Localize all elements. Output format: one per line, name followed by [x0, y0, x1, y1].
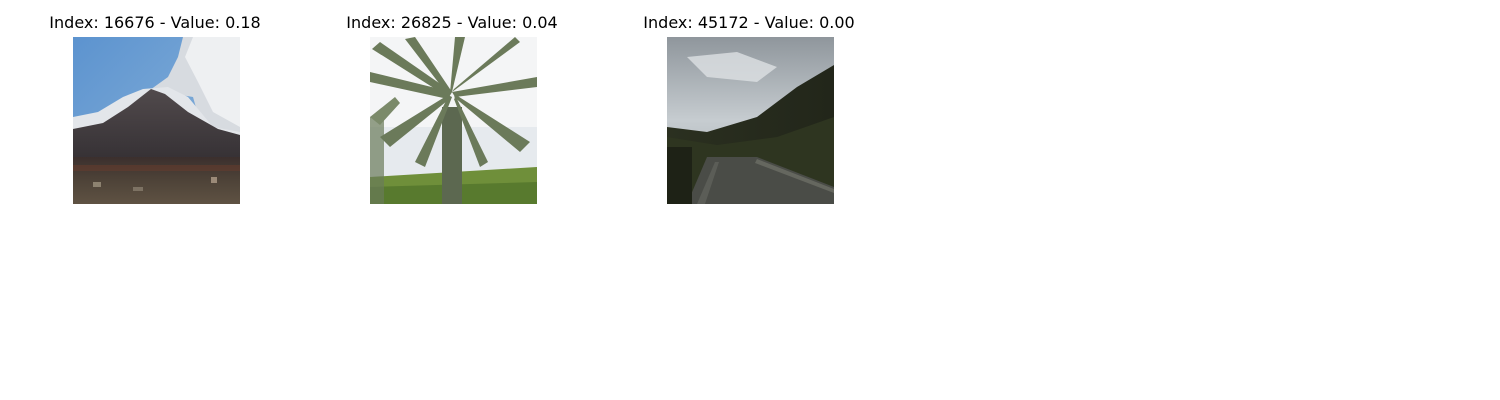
thumbnail-palm-tree [370, 37, 537, 204]
panel-title: Index: 45172 - Value: 0.00 [643, 13, 855, 32]
thumbnail-road [667, 37, 834, 204]
thumbnail-mountain [73, 37, 240, 204]
panel-title: Index: 16676 - Value: 0.18 [49, 13, 261, 32]
image-panel: Index: 26825 - Value: 0.04 [322, 0, 582, 210]
image-panel: Index: 16676 - Value: 0.18 [25, 0, 285, 210]
panel-title: Index: 26825 - Value: 0.04 [346, 13, 558, 32]
image-panel: Index: 45172 - Value: 0.00 [619, 0, 879, 210]
